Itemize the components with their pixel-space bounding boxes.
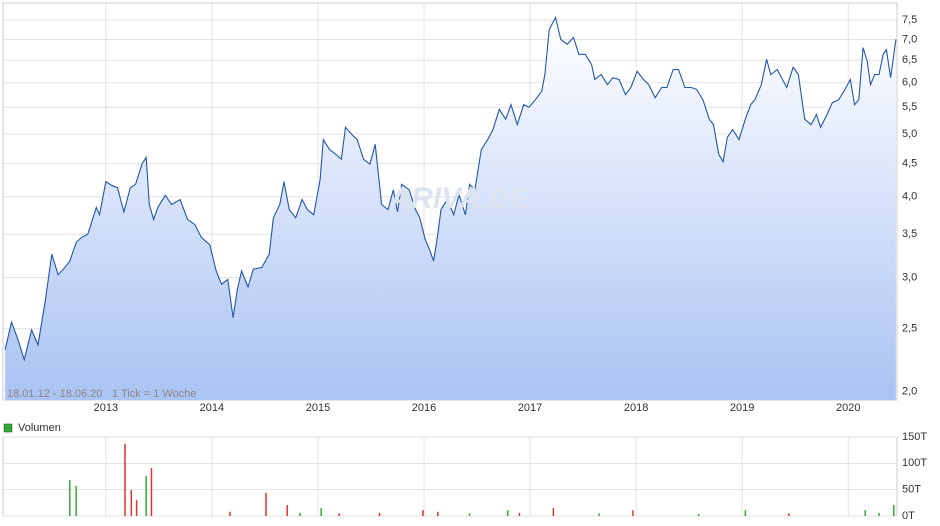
x-tick-label: 2016 (412, 402, 436, 414)
legend-label: Volumen (18, 422, 61, 434)
volume-bar (265, 492, 267, 516)
x-tick-label: 2013 (94, 402, 118, 414)
volume-bar (468, 513, 471, 516)
marks (4, 15, 897, 516)
y-tick-label: 100T (902, 457, 927, 469)
y-tick-label: 6,0 (902, 77, 917, 89)
y-tick-label: 4,0 (902, 191, 917, 203)
volume-bar (135, 500, 138, 516)
volume-bar (299, 512, 301, 516)
legend-swatch (3, 423, 13, 433)
labels: ARIVA.DE 18.01.12 - 18.06.20 1 Tick = 1 … (3, 14, 927, 522)
volume-bar (378, 512, 381, 516)
volume-bar (632, 510, 634, 516)
volume-bar (229, 511, 231, 516)
volume-bar (552, 508, 555, 516)
volume-bar (150, 468, 153, 516)
volume-bar (320, 508, 322, 516)
y-tick-label: 7,0 (902, 33, 917, 45)
volume-bar (422, 510, 424, 516)
y-tick-label: 5,5 (902, 101, 917, 113)
y-tick-label: 2,0 (902, 385, 917, 397)
volume-bar (518, 512, 521, 516)
volume-bar (744, 510, 747, 516)
volume-bar (598, 513, 600, 516)
volume-bar (338, 513, 340, 516)
volume-bar (507, 510, 509, 516)
volume-bar (130, 490, 133, 516)
y-tick-label: 3,5 (902, 228, 917, 240)
y-tick-label: 7,5 (902, 14, 917, 26)
volume-bar (145, 475, 147, 516)
volume-bar (75, 485, 77, 516)
volume-bar (437, 511, 439, 516)
x-tick-label: 2017 (518, 402, 542, 414)
watermark: ARIVA.DE (388, 182, 531, 215)
volume-bar (69, 480, 71, 516)
y-tick-label: 5,0 (902, 128, 917, 140)
volume-bar (864, 510, 866, 516)
x-tick-label: 2018 (624, 402, 648, 414)
tick-note: 1 Tick = 1 Woche (112, 388, 196, 400)
volume-bar (697, 513, 700, 516)
volume-bar (286, 504, 288, 516)
y-tick-label: 4,5 (902, 158, 917, 170)
x-tick-label: 2019 (730, 402, 754, 414)
x-tick-label: 2020 (836, 402, 860, 414)
y-tick-label: 50T (902, 484, 921, 496)
date-range: 18.01.12 - 18.06.20 (7, 388, 102, 400)
volume-bar (893, 504, 895, 516)
volume-bar (124, 443, 126, 516)
y-tick-label: 3,0 (902, 271, 917, 283)
x-tick-label: 2015 (306, 402, 330, 414)
price-area (5, 17, 896, 400)
volume-bar (878, 512, 880, 516)
y-tick-label: 6,5 (902, 54, 917, 66)
price-line (4, 15, 897, 362)
y-tick-label: 150T (902, 431, 927, 443)
x-tick-label: 2014 (200, 402, 224, 414)
y-tick-label: 2,5 (902, 323, 917, 335)
volume-bar (788, 513, 790, 516)
y-tick-label: 0T (902, 510, 915, 522)
